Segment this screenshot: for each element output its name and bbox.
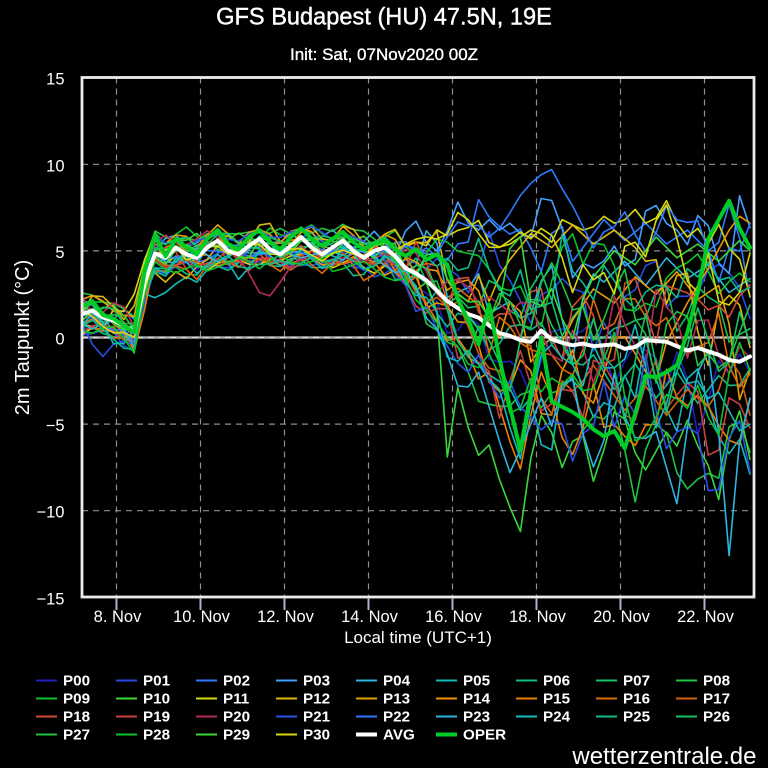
svg-text:P13: P13 (383, 691, 410, 708)
svg-text:P22: P22 (383, 709, 410, 726)
svg-text:P21: P21 (303, 709, 331, 726)
svg-text:P20: P20 (223, 709, 250, 726)
svg-text:20. Nov: 20. Nov (593, 608, 651, 626)
svg-text:P18: P18 (63, 709, 90, 726)
svg-text:12. Nov: 12. Nov (257, 608, 315, 626)
svg-text:P10: P10 (143, 691, 170, 708)
svg-text:10. Nov: 10. Nov (173, 608, 231, 626)
svg-text:Init: Sat, 07Nov2020 00Z: Init: Sat, 07Nov2020 00Z (290, 45, 478, 64)
svg-text:P23: P23 (463, 709, 490, 726)
svg-text:P25: P25 (623, 709, 651, 726)
svg-text:14. Nov: 14. Nov (341, 608, 399, 626)
svg-text:P11: P11 (223, 691, 250, 708)
svg-text:16. Nov: 16. Nov (425, 608, 483, 626)
svg-text:15: 15 (46, 71, 64, 89)
svg-text:P04: P04 (383, 673, 411, 690)
svg-text:P06: P06 (543, 673, 570, 690)
svg-text:GFS Budapest (HU) 47.5N, 19E: GFS Budapest (HU) 47.5N, 19E (216, 5, 552, 31)
svg-text:P08: P08 (703, 673, 730, 690)
svg-text:P05: P05 (463, 673, 491, 690)
svg-text:P30: P30 (303, 727, 330, 744)
svg-text:P14: P14 (463, 691, 491, 708)
svg-text:22. Nov: 22. Nov (677, 608, 735, 626)
svg-text:5: 5 (55, 244, 64, 262)
svg-text:OPER: OPER (463, 727, 506, 744)
svg-text:P29: P29 (223, 727, 250, 744)
svg-text:0: 0 (55, 331, 64, 349)
svg-text:−5: −5 (46, 417, 65, 435)
svg-text:P17: P17 (703, 691, 730, 708)
svg-text:P07: P07 (623, 673, 650, 690)
svg-text:P16: P16 (623, 691, 650, 708)
svg-text:P02: P02 (223, 673, 250, 690)
svg-text:AVG: AVG (383, 727, 415, 744)
svg-text:P00: P00 (63, 673, 90, 690)
svg-text:P09: P09 (63, 691, 90, 708)
svg-text:P24: P24 (543, 709, 571, 726)
svg-text:Local time (UTC+1): Local time (UTC+1) (344, 628, 492, 647)
svg-text:P01: P01 (143, 673, 171, 690)
svg-text:−15: −15 (37, 590, 65, 608)
svg-text:2m Taupunkt (°C): 2m Taupunkt (°C) (12, 260, 34, 415)
svg-text:P27: P27 (63, 727, 90, 744)
svg-text:−10: −10 (37, 504, 65, 522)
svg-text:10: 10 (46, 157, 64, 175)
svg-text:P26: P26 (703, 709, 730, 726)
svg-text:P15: P15 (543, 691, 571, 708)
svg-text:wetterzentrale.de: wetterzentrale.de (571, 743, 756, 768)
svg-text:18. Nov: 18. Nov (509, 608, 567, 626)
svg-text:P12: P12 (303, 691, 330, 708)
svg-text:P03: P03 (303, 673, 330, 690)
svg-text:P19: P19 (143, 709, 170, 726)
svg-text:P28: P28 (143, 727, 170, 744)
svg-text:8. Nov: 8. Nov (94, 608, 142, 626)
